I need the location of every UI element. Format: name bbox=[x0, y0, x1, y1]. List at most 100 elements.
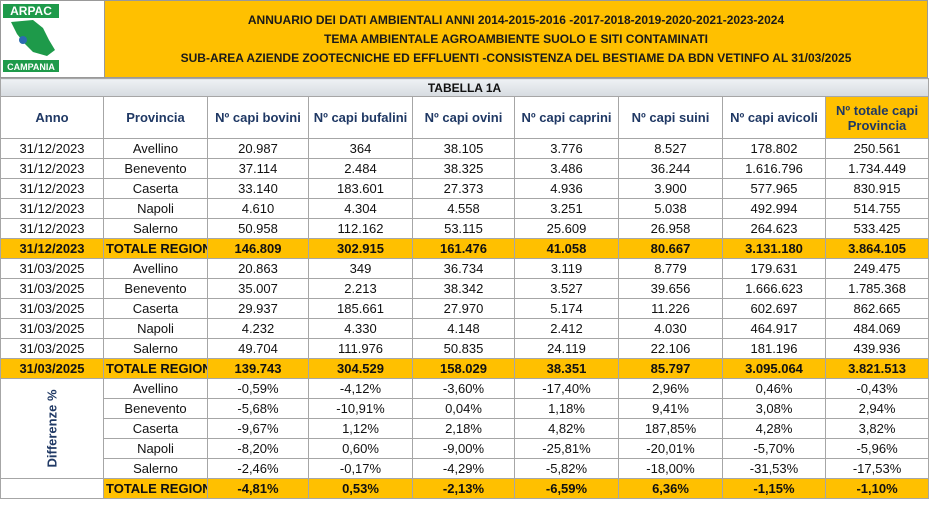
year-cell: 31/12/2023 bbox=[0, 238, 104, 259]
value-cell: -20,01% bbox=[618, 438, 723, 459]
column-header: Anno bbox=[0, 96, 104, 139]
value-cell: 25.609 bbox=[514, 218, 619, 239]
value-cell: 3.251 bbox=[514, 198, 619, 219]
value-cell: 4.232 bbox=[207, 318, 309, 339]
value-cell: -3,60% bbox=[412, 378, 515, 399]
value-cell: 2,96% bbox=[618, 378, 723, 399]
value-cell: 38.342 bbox=[412, 278, 515, 299]
value-cell: -17,53% bbox=[824, 458, 930, 479]
difference-label: Differenze % bbox=[44, 389, 60, 468]
value-cell: 0,04% bbox=[412, 398, 515, 419]
data-row: 31/12/2023 Avellino 20.987 364 38.105 3.776 8.… bbox=[0, 138, 930, 159]
year-cell: 31/03/2025 bbox=[0, 318, 104, 339]
year-cell: 31/12/2023 bbox=[0, 218, 104, 239]
value-cell: 38.105 bbox=[412, 138, 515, 159]
province-cell: Napoli bbox=[103, 318, 208, 339]
value-cell: -0,17% bbox=[308, 458, 413, 479]
logo-mark: ARPAC CAMPANIA bbox=[3, 4, 59, 72]
value-cell: -4,81% bbox=[207, 478, 309, 499]
value-cell: 36.734 bbox=[412, 258, 515, 279]
value-cell: 4.030 bbox=[618, 318, 723, 339]
value-cell: 185.661 bbox=[308, 298, 413, 319]
value-cell: 178.802 bbox=[722, 138, 826, 159]
value-cell: 249.475 bbox=[824, 258, 930, 279]
province-cell: Salerno bbox=[103, 218, 208, 239]
value-cell: 3,82% bbox=[824, 418, 930, 439]
value-cell: 264.623 bbox=[722, 218, 826, 239]
value-cell: -8,20% bbox=[207, 438, 309, 459]
year-cell: 31/12/2023 bbox=[0, 138, 104, 159]
value-cell: 33.140 bbox=[207, 178, 309, 199]
value-cell: 8.779 bbox=[618, 258, 723, 279]
province-cell: Napoli bbox=[103, 438, 208, 459]
value-cell: -2,13% bbox=[412, 478, 515, 499]
column-header: Nº capi ovini bbox=[412, 96, 515, 139]
province-cell: Caserta bbox=[103, 298, 208, 319]
province-cell: TOTALE REGIONE bbox=[103, 238, 208, 259]
value-cell: -1,10% bbox=[824, 478, 930, 499]
value-cell: 364 bbox=[308, 138, 413, 159]
value-cell: 22.106 bbox=[618, 338, 723, 359]
value-cell: 1.616.796 bbox=[722, 158, 826, 179]
value-cell: 38.325 bbox=[412, 158, 515, 179]
province-cell: Salerno bbox=[103, 458, 208, 479]
value-cell: -25,81% bbox=[514, 438, 619, 459]
value-cell: 139.743 bbox=[207, 358, 309, 379]
difference-label-cell: Differenze % bbox=[0, 378, 104, 479]
year-cell: 31/03/2025 bbox=[0, 298, 104, 319]
caption: TABELLA 1A bbox=[0, 78, 930, 97]
value-cell: 3.486 bbox=[514, 158, 619, 179]
province-cell: Benevento bbox=[103, 278, 208, 299]
value-cell: -1,15% bbox=[722, 478, 826, 499]
value-cell: 2,94% bbox=[824, 398, 930, 419]
caption-row: TABELLA 1A bbox=[0, 78, 930, 97]
value-cell: 3.095.064 bbox=[722, 358, 826, 379]
value-cell: 533.425 bbox=[824, 218, 930, 239]
year-cell: 31/12/2023 bbox=[0, 158, 104, 179]
value-cell: -10,91% bbox=[308, 398, 413, 419]
value-cell: 3.119 bbox=[514, 258, 619, 279]
value-cell: 26.958 bbox=[618, 218, 723, 239]
value-cell: 41.058 bbox=[514, 238, 619, 259]
value-cell: -5,70% bbox=[722, 438, 826, 459]
value-cell: -2,46% bbox=[207, 458, 309, 479]
data-row: 31/12/2023 Caserta 33.140 183.601 27.373 4.93… bbox=[0, 178, 930, 199]
value-cell: -0,59% bbox=[207, 378, 309, 399]
value-cell: 27.373 bbox=[412, 178, 515, 199]
value-cell: 514.755 bbox=[824, 198, 930, 219]
difference-row: Caserta -9,67% 1,12% 2,18% 4,82% 187,85% 4,28%… bbox=[1, 418, 930, 439]
value-cell: 50.835 bbox=[412, 338, 515, 359]
value-cell: 146.809 bbox=[207, 238, 309, 259]
value-cell: -6,59% bbox=[514, 478, 619, 499]
value-cell: 53.115 bbox=[412, 218, 515, 239]
year-cell: 31/03/2025 bbox=[0, 338, 104, 359]
value-cell: 1.666.623 bbox=[722, 278, 826, 299]
value-cell: -5,68% bbox=[207, 398, 309, 419]
data-table: TABELLA 1A Anno Provincia Nº capi bovini Nº … bbox=[0, 78, 930, 499]
header-row: Anno Provincia Nº capi bovini Nº capi bufal… bbox=[0, 96, 930, 139]
value-cell: 3.864.105 bbox=[824, 238, 930, 259]
value-cell: 464.917 bbox=[722, 318, 826, 339]
value-cell: 111.976 bbox=[308, 338, 413, 359]
value-cell: 39.656 bbox=[618, 278, 723, 299]
province-cell: Caserta bbox=[103, 178, 208, 199]
value-cell: 3.131.180 bbox=[722, 238, 826, 259]
value-cell: 4,28% bbox=[722, 418, 826, 439]
logo: ARPAC CAMPANIA bbox=[1, 1, 105, 77]
column-header: Provincia bbox=[103, 96, 208, 139]
value-cell: -0,43% bbox=[824, 378, 930, 399]
data-row: 31/03/2025 Salerno 49.704 111.976 50.835 24.1… bbox=[0, 338, 930, 359]
value-cell: 80.667 bbox=[618, 238, 723, 259]
value-cell: 3.821.513 bbox=[824, 358, 930, 379]
value-cell: -4,29% bbox=[412, 458, 515, 479]
value-cell: 862.665 bbox=[824, 298, 930, 319]
value-cell: 35.007 bbox=[207, 278, 309, 299]
value-cell: -5,96% bbox=[824, 438, 930, 459]
value-cell: 183.601 bbox=[308, 178, 413, 199]
difference-row: Napoli -8,20% 0,60% -9,00% -25,81% -20,01% -5,… bbox=[1, 438, 930, 459]
value-cell: 161.476 bbox=[412, 238, 515, 259]
value-cell: 5.174 bbox=[514, 298, 619, 319]
value-cell: 49.704 bbox=[207, 338, 309, 359]
difference-row: Differenze % Avellino -0,59% -4,12% -3,60% -1… bbox=[0, 378, 930, 479]
